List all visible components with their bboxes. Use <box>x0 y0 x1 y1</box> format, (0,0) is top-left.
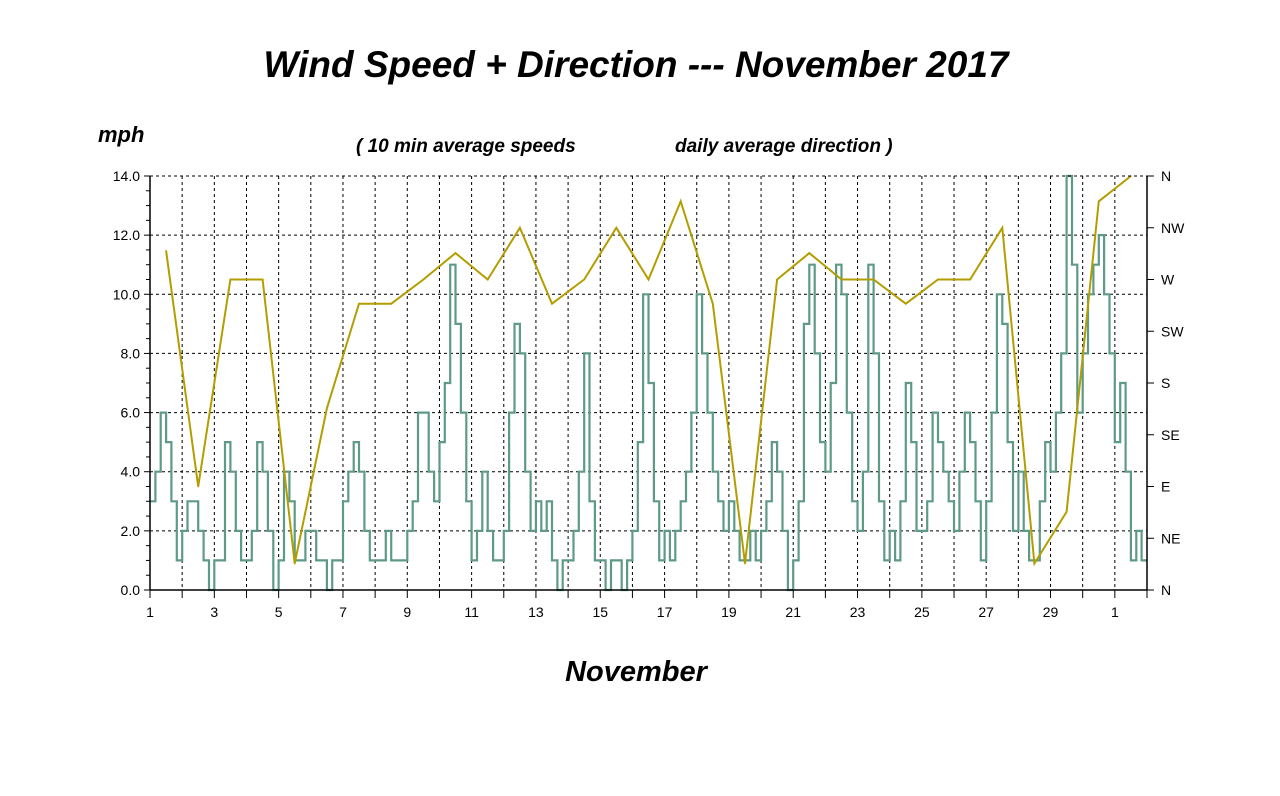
x-tick-label: 1 <box>1111 604 1119 620</box>
y-tick-label: 0.0 <box>121 582 141 598</box>
y-axis-label: mph <box>98 122 145 147</box>
direction-point <box>615 226 618 229</box>
x-tick-label: 17 <box>657 604 673 620</box>
direction-point <box>808 252 811 254</box>
direction-point <box>1097 200 1100 203</box>
direction-point <box>1001 226 1004 229</box>
direction-point <box>390 302 393 305</box>
x-tick-label: 19 <box>721 604 737 620</box>
direction-point <box>679 200 682 203</box>
direction-point <box>551 302 553 305</box>
x-tick-label: 9 <box>403 604 411 620</box>
direction-point <box>358 302 360 305</box>
x-tick-label: 23 <box>850 604 866 620</box>
direction-point <box>840 278 843 281</box>
direction-point <box>261 278 264 281</box>
speed-series-line <box>150 174 1147 592</box>
direction-point <box>744 562 746 565</box>
direction-point <box>229 278 232 281</box>
x-tick-label: 15 <box>592 604 608 620</box>
y-tick-label: 6.0 <box>121 405 141 421</box>
direction-point <box>776 278 778 281</box>
y-tick-label: 2.0 <box>121 523 141 539</box>
x-axis-label: November <box>565 656 707 688</box>
direction-point <box>422 278 425 281</box>
x-tick-label: 5 <box>275 604 283 620</box>
direction-point <box>454 252 457 254</box>
direction-point <box>583 278 585 281</box>
y2-tick-label: NE <box>1161 530 1180 546</box>
x-tick-label: 11 <box>464 604 479 620</box>
direction-point <box>647 278 650 281</box>
direction-point <box>969 278 971 281</box>
x-tick-label: 27 <box>978 604 994 620</box>
x-tick-label: 13 <box>528 604 544 620</box>
y2-tick-label: N <box>1161 582 1171 598</box>
y2-tick-label: E <box>1161 479 1170 495</box>
direction-point <box>1065 511 1068 513</box>
y2-tick-label: W <box>1161 272 1175 288</box>
direction-point <box>519 226 521 229</box>
y-tick-label: 10.0 <box>113 286 140 302</box>
x-tick-label: 25 <box>914 604 930 620</box>
subtitle-speed: ( 10 min average speeds <box>356 136 576 157</box>
y2-tick-label: SE <box>1161 427 1180 443</box>
direction-point <box>872 278 875 281</box>
direction-point <box>937 278 939 281</box>
y2-tick-label: S <box>1161 375 1170 391</box>
x-tick-label: 7 <box>339 604 347 620</box>
direction-point <box>712 302 714 305</box>
x-tick-label: 29 <box>1043 604 1059 620</box>
chart-title: Wind Speed + Direction --- November 2017 <box>263 44 1009 85</box>
subtitle-direction: daily average direction ) <box>675 136 893 157</box>
direction-point <box>165 249 167 252</box>
x-tick-label: 21 <box>785 604 801 620</box>
y2-tick-label: NW <box>1161 220 1185 236</box>
x-tick-label: 3 <box>210 604 218 620</box>
y2-tick-label: N <box>1161 168 1171 184</box>
direction-point <box>326 407 328 410</box>
y2-tick-label: SW <box>1161 323 1184 339</box>
x-tick-label: 1 <box>146 604 154 620</box>
y-tick-label: 14.0 <box>113 168 140 184</box>
direction-point <box>486 278 489 281</box>
direction-point <box>1033 562 1036 565</box>
direction-point <box>293 562 296 565</box>
y-tick-label: 12.0 <box>113 227 140 243</box>
direction-point <box>904 302 907 305</box>
y-tick-label: 4.0 <box>121 464 141 480</box>
direction-point <box>197 485 200 488</box>
y-tick-label: 8.0 <box>121 345 141 361</box>
